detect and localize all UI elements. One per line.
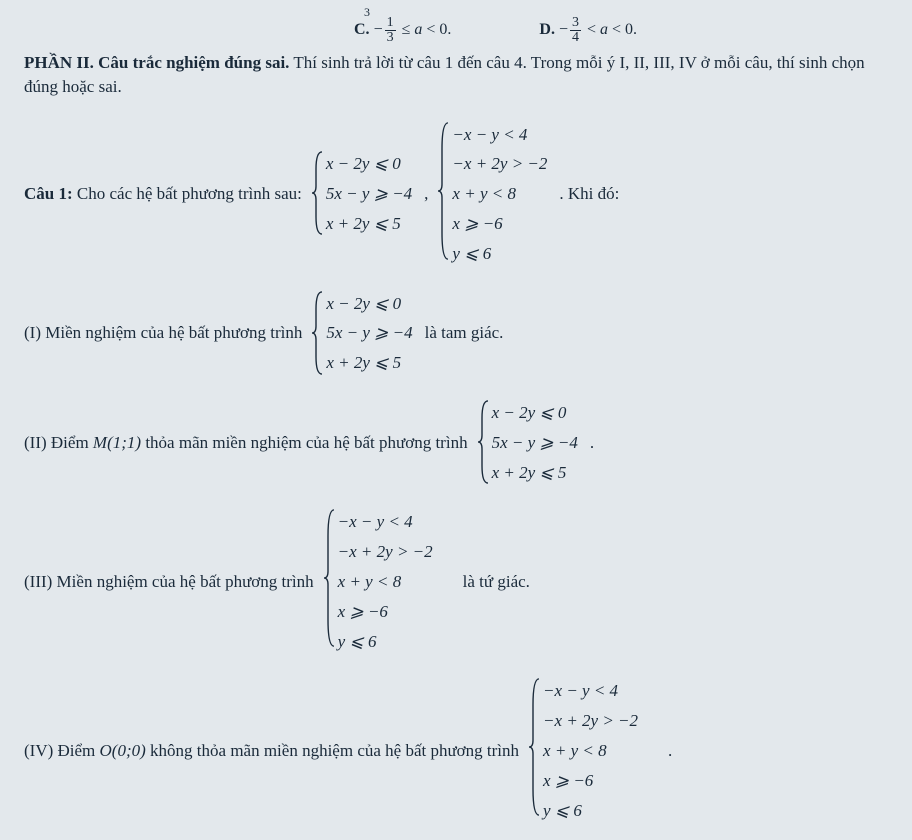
stmt-iv-lead-a: (IV) Điểm xyxy=(24,741,100,760)
eq: x ⩾ −6 xyxy=(452,212,547,236)
brace-icon xyxy=(438,121,450,261)
stmt-i-sys: x − 2y ⩽ 0 5x − y ⩾ −4 x + 2y ⩽ 5 xyxy=(312,290,414,377)
stmt-iii-tail: là tứ giác. xyxy=(463,570,530,594)
eq: x + y < 8 xyxy=(452,182,547,206)
eq: y ⩽ 6 xyxy=(452,242,547,266)
cau1-sysB-rows: −x − y < 4 −x + 2y > −2 x + y < 8 x ⩾ −6… xyxy=(450,121,549,268)
answer-d-label: D. xyxy=(539,21,555,38)
comma: , xyxy=(424,182,428,206)
top-answers: 3 C. −13 ≤ a < 0. D. −34 < a < 0. xyxy=(354,16,888,45)
cau1-text: Câu 1: Cho các hệ bất phương trình sau: xyxy=(24,182,302,206)
eq: −x + 2y > −2 xyxy=(543,709,638,733)
cau1-row: Câu 1: Cho các hệ bất phương trình sau: … xyxy=(24,121,888,268)
answer-d: D. −34 < a < 0. xyxy=(539,16,637,45)
eq: −x + 2y > −2 xyxy=(452,152,547,176)
cau1-sysA-rows: x − 2y ⩽ 0 5x − y ⩾ −4 x + 2y ⩽ 5 xyxy=(324,150,414,237)
brace-icon xyxy=(312,290,324,376)
stmt-iv-point: O(0;0) xyxy=(100,741,146,760)
stmt-ii-point: M(1;1) xyxy=(93,433,141,452)
eq: x − 2y ⩽ 0 xyxy=(326,292,412,316)
stmt-i-rows: x − 2y ⩽ 0 5x − y ⩾ −4 x + 2y ⩽ 5 xyxy=(324,290,414,377)
section-heading: PHẦN II. Câu trắc nghiệm đúng sai. Thí s… xyxy=(24,51,888,99)
stmt-iv-lead-b: không thỏa mãn miền nghiệm của hệ bất ph… xyxy=(146,741,519,760)
brace-icon xyxy=(312,150,324,236)
stmt-iii-lead: (III) Miền nghiệm của hệ bất phương trìn… xyxy=(24,570,314,594)
stmt-i: (I) Miền nghiệm của hệ bất phương trình … xyxy=(24,290,888,377)
cau1-sysA: x − 2y ⩽ 0 5x − y ⩾ −4 x + 2y ⩽ 5 xyxy=(312,150,414,237)
answer-d-expr: −34 < a < 0. xyxy=(559,21,637,38)
stmt-iv-sys: −x − y < 4 −x + 2y > −2 x + y < 8 x ⩾ −6… xyxy=(529,677,640,824)
answer-c-expr: −13 ≤ a < 0. xyxy=(374,21,452,38)
stmt-ii-sys: x − 2y ⩽ 0 5x − y ⩾ −4 x + 2y ⩽ 5 xyxy=(478,399,580,486)
eq: x ⩾ −6 xyxy=(543,769,638,793)
brace-icon xyxy=(324,508,336,648)
eq: x + y < 8 xyxy=(543,739,638,763)
answer-c-label: C. xyxy=(354,21,370,38)
stmt-ii-lead-a: (II) Điểm xyxy=(24,433,93,452)
eq: x − 2y ⩽ 0 xyxy=(492,401,578,425)
stmt-iii: (III) Miền nghiệm của hệ bất phương trìn… xyxy=(24,508,888,655)
eq: x + 2y ⩽ 5 xyxy=(492,461,578,485)
eq: 5x − y ⩾ −4 xyxy=(326,321,412,345)
section-title: PHẦN II. Câu trắc nghiệm đúng sai. xyxy=(24,53,289,72)
eq: −x + 2y > −2 xyxy=(338,540,433,564)
eq: y ⩽ 6 xyxy=(338,630,433,654)
eq: x ⩾ −6 xyxy=(338,600,433,624)
stmt-iii-rows: −x − y < 4 −x + 2y > −2 x + y < 8 x ⩾ −6… xyxy=(336,508,435,655)
stmt-ii-tail: . xyxy=(590,431,594,455)
stmt-ii-lead-b: thỏa mãn miền nghiệm của hệ bất phương t… xyxy=(141,433,468,452)
eq: 5x − y ⩾ −4 xyxy=(492,431,578,455)
stmt-i-tail: là tam giác. xyxy=(425,321,504,345)
brace-icon xyxy=(478,399,490,485)
cau1-label: Câu 1: xyxy=(24,184,73,203)
stmt-ii-text: (II) Điểm M(1;1) thỏa mãn miền nghiệm củ… xyxy=(24,431,468,455)
stmt-iii-sys: −x − y < 4 −x + 2y > −2 x + y < 8 x ⩾ −6… xyxy=(324,508,435,655)
eq: −x − y < 4 xyxy=(452,123,547,147)
eq: x + y < 8 xyxy=(338,570,433,594)
eq: −x − y < 4 xyxy=(543,679,638,703)
stmt-i-lead: (I) Miền nghiệm của hệ bất phương trình xyxy=(24,321,302,345)
brace-icon xyxy=(529,677,541,817)
cau1-lead: Cho các hệ bất phương trình sau: xyxy=(77,184,302,203)
cau1-tail: . Khi đó: xyxy=(559,182,619,206)
stmt-ii-rows: x − 2y ⩽ 0 5x − y ⩾ −4 x + 2y ⩽ 5 xyxy=(490,399,580,486)
eq: x − 2y ⩽ 0 xyxy=(326,152,412,176)
cau1-sysB: −x − y < 4 −x + 2y > −2 x + y < 8 x ⩾ −6… xyxy=(438,121,549,268)
eq: x + 2y ⩽ 5 xyxy=(326,212,412,236)
eq: −x − y < 4 xyxy=(338,510,433,534)
stmt-iv-tail: . xyxy=(668,739,672,763)
stmt-iv: (IV) Điểm O(0;0) không thỏa mãn miền ngh… xyxy=(24,677,888,824)
eq: y ⩽ 6 xyxy=(543,799,638,823)
stmt-ii: (II) Điểm M(1;1) thỏa mãn miền nghiệm củ… xyxy=(24,399,888,486)
eq: x + 2y ⩽ 5 xyxy=(326,351,412,375)
eq: 5x − y ⩾ −4 xyxy=(326,182,412,206)
stmt-iv-rows: −x − y < 4 −x + 2y > −2 x + y < 8 x ⩾ −6… xyxy=(541,677,640,824)
overline-3: 3 xyxy=(364,4,370,21)
stmt-iv-text: (IV) Điểm O(0;0) không thỏa mãn miền ngh… xyxy=(24,739,519,763)
